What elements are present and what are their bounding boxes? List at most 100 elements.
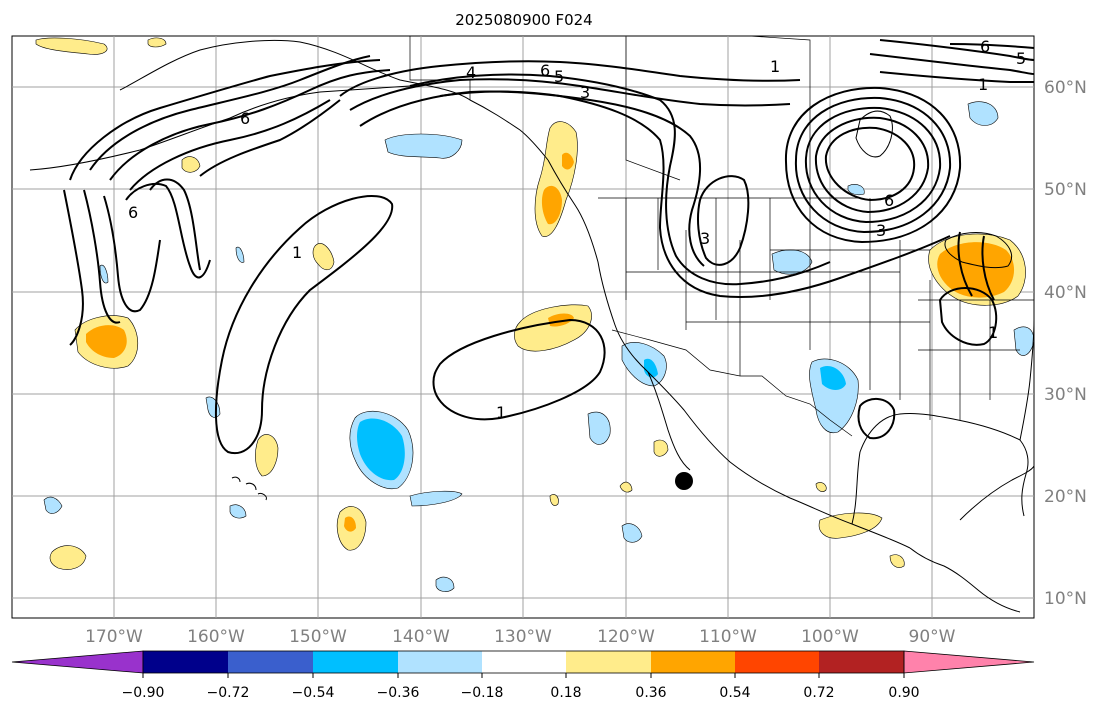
- colorbar-segment: [735, 651, 819, 673]
- anomaly-blob: [43, 496, 63, 514]
- anomaly-blob: [435, 576, 455, 592]
- contour-line: [857, 398, 896, 440]
- contour-label: 6: [240, 109, 250, 128]
- colorbar-tick-label: 0.72: [803, 685, 834, 701]
- coastline-great-lakes: [944, 232, 1012, 269]
- colorbar-outline: [142, 650, 905, 674]
- anomaly-blob: [587, 411, 611, 445]
- anomaly-blob: [815, 482, 827, 492]
- anomaly-blob: [548, 313, 574, 327]
- map-title: 2025080900 F024: [455, 11, 592, 29]
- anomaly-blob: [549, 494, 559, 506]
- colorbar-tick-label: 0.18: [550, 685, 581, 701]
- colorbar-extend-low: [11, 650, 144, 674]
- contour-line: [89, 55, 371, 171]
- anomaly-blob: [147, 37, 167, 48]
- contour-label: 1: [292, 243, 302, 262]
- coastline-hawaii: [231, 476, 241, 483]
- lon-label-140w: 140°W: [392, 627, 450, 647]
- coastline-yucatan: [959, 465, 1035, 521]
- coastline-hudson: [855, 110, 893, 158]
- contour-label: 6: [884, 191, 894, 210]
- lon-label-170w: 170°W: [85, 627, 143, 647]
- contour-line: [697, 175, 750, 266]
- contour-label: 1: [988, 323, 998, 342]
- contour-line: [409, 73, 831, 286]
- border-province: [749, 35, 811, 200]
- anomaly-blob: [86, 325, 127, 358]
- contour-line: [125, 182, 211, 279]
- anomaly-blob: [35, 37, 108, 55]
- colorbar-tick-label: 0.90: [888, 685, 919, 701]
- colorbar-tick-label: −0.72: [207, 685, 250, 701]
- colorbar-tick-label: −0.18: [461, 685, 504, 701]
- lon-label-90w: 90°W: [909, 627, 956, 647]
- colorbar-tick-label: −0.54: [292, 685, 335, 701]
- contour-label: 5: [554, 67, 564, 86]
- contour-line: [439, 90, 951, 299]
- contour-line: [129, 99, 331, 191]
- anomaly-blob: [619, 481, 633, 493]
- lat-label-40n: 40°N: [1044, 283, 1087, 303]
- contour-line: [109, 69, 391, 181]
- contour-line: [814, 116, 930, 214]
- contour-label: 1: [496, 403, 506, 422]
- longitude-labels: 170°W 160°W 150°W 140°W 130°W 120°W 110°…: [85, 627, 956, 647]
- anomaly-blob: [49, 545, 87, 570]
- contour-line: [199, 99, 341, 177]
- contour-label: 3: [580, 83, 590, 102]
- coastline-baja: [647, 371, 691, 471]
- contour-line: [938, 287, 998, 346]
- anomaly-blob: [99, 264, 109, 284]
- map-panel: 1 1 1 3 3 3 4 6 6 6 6 6 5 5 1 1: [11, 35, 1035, 619]
- contour-label: 1: [978, 75, 988, 94]
- contour-line: [149, 178, 201, 271]
- shaded-anomalies: [35, 37, 1035, 592]
- contours: [63, 39, 1035, 455]
- colorbar-segment: [819, 651, 904, 673]
- contour-line: [63, 189, 84, 346]
- anomaly-blob: [820, 365, 846, 390]
- contour-line: [824, 126, 916, 202]
- border-us-mexico: [611, 329, 853, 437]
- anomaly-blob: [889, 554, 905, 568]
- latitude-labels: 60°N 50°N 40°N 30°N 20°N 10°N: [1044, 78, 1087, 609]
- anomaly-blob: [937, 242, 1015, 298]
- contour-label: 6: [128, 203, 138, 222]
- border-province: [625, 36, 681, 181]
- contour-line: [957, 231, 973, 297]
- anomaly-blob: [621, 523, 643, 543]
- colorbar-segment: [482, 651, 566, 673]
- contour-label: 6: [540, 61, 550, 80]
- lat-label-60n: 60°N: [1044, 78, 1087, 98]
- colorbar-extend-high: [903, 650, 1035, 674]
- coastline-central-america: [909, 547, 1021, 613]
- anomaly-blob: [384, 133, 463, 159]
- anomaly-blob: [562, 152, 574, 170]
- lat-label-10n: 10°N: [1044, 589, 1087, 609]
- anomaly-blob: [541, 185, 562, 225]
- contour-line: [804, 106, 942, 224]
- contour-line: [879, 71, 1034, 83]
- contour-line: [794, 96, 952, 234]
- colorbar-segment: [143, 651, 228, 673]
- anomaly-blob: [409, 490, 463, 507]
- lat-label-20n: 20°N: [1044, 487, 1087, 507]
- contour-line: [869, 53, 1035, 75]
- contour-line: [103, 195, 161, 313]
- anomaly-blob: [344, 516, 356, 532]
- coastline-hawaii: [257, 493, 267, 501]
- anomaly-blob: [181, 156, 201, 173]
- coastline-gulf: [851, 413, 1029, 525]
- contour-label: 3: [876, 221, 886, 240]
- contour-line: [214, 195, 394, 455]
- colorbar-segment: [651, 651, 735, 673]
- contour-line: [83, 189, 121, 324]
- lon-label-110w: 110°W: [699, 627, 757, 647]
- lon-label-120w: 120°W: [597, 627, 655, 647]
- contour-label: 4: [466, 63, 476, 82]
- colorbar-segment: [228, 651, 313, 673]
- contour-line: [339, 60, 801, 97]
- colorbar-tick-label: −0.90: [122, 685, 165, 701]
